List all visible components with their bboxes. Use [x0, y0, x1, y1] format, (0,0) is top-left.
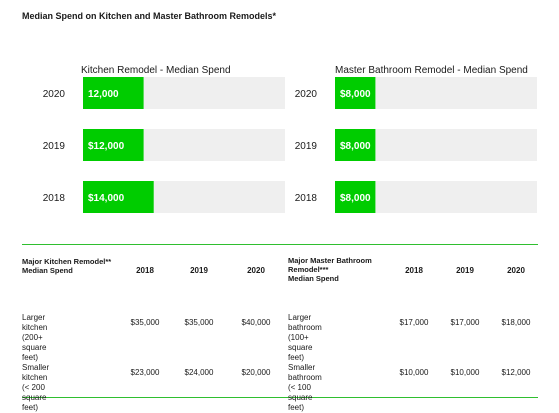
kitchen-table-header: Major Kitchen Remodel** Median Spend: [22, 257, 132, 275]
y-tick-label: 2019: [43, 141, 66, 152]
bar: [335, 77, 376, 109]
bar: [83, 181, 154, 213]
row-label-line: Smaller kitchen: [22, 363, 50, 382]
bathroom-header-line: Remodel***: [288, 265, 329, 274]
row-label-line: (200+ square feet): [22, 333, 47, 362]
page-title: Median Spend on Kitchen and Master Bathr…: [22, 11, 277, 21]
table-bottom-rule: [22, 397, 538, 398]
row-label-line: (< 100 square feet): [288, 383, 313, 412]
row-label-line: Smaller bathroom: [288, 363, 322, 382]
bathroom-header-line: Median Spend: [288, 274, 339, 283]
bathroom-year-header: 2019: [456, 266, 474, 275]
table-cell: $10,000: [450, 368, 480, 377]
chart-title: Kitchen Remodel - Median Spend: [81, 65, 231, 76]
row-label-line: Larger kitchen: [22, 313, 48, 332]
y-tick-label: 2020: [295, 89, 318, 100]
bar: [83, 77, 144, 109]
bathroom-year-header: 2020: [507, 266, 525, 275]
bathroom-year-header: 2018: [405, 266, 423, 275]
table-cell: $10,000: [399, 368, 429, 377]
y-tick-label: 2018: [295, 193, 318, 204]
bathroom-header-line: Major Master Bathroom: [288, 256, 372, 265]
table-cell: $12,000: [501, 368, 531, 377]
table-cell: $35,000: [184, 318, 214, 327]
bar-charts: Kitchen Remodel - Median Spend 2020 12,000…: [43, 65, 537, 213]
bar: [83, 129, 144, 161]
chart-title: Master Bathroom Remodel - Median Spend: [335, 65, 528, 76]
kitchen-header-line: Major Kitchen Remodel**: [22, 257, 112, 266]
table-row-label: Larger bathroom (100+ square feet): [288, 313, 322, 363]
table-top-rule: [22, 244, 538, 245]
data-label: $12,000: [88, 141, 125, 152]
y-tick-label: 2020: [43, 89, 66, 100]
y-tick-label: 2018: [43, 193, 66, 204]
table-cell: $17,000: [399, 318, 429, 327]
table-cell: $23,000: [130, 368, 160, 377]
table-cell: $40,000: [241, 318, 271, 327]
table-row-label: Larger kitchen (200+ square feet): [22, 313, 47, 363]
bar: [335, 181, 376, 213]
bathroom-table-header: Major Master Bathroom Remodel*** Median …: [288, 256, 398, 283]
data-label: 12,000: [88, 89, 119, 100]
bar: [335, 129, 376, 161]
kitchen-header-line: Median Spend: [22, 266, 73, 275]
table-cell: $17,000: [450, 318, 480, 327]
data-label: $8,000: [340, 89, 371, 100]
data-label: $8,000: [340, 141, 371, 152]
table-cell: $18,000: [501, 318, 531, 327]
row-label-line: (< 200 square feet): [22, 383, 47, 412]
y-tick-label: 2019: [295, 141, 318, 152]
row-label-line: (100+ square feet): [288, 333, 313, 362]
table-row-label: Smaller bathroom (< 100 square feet): [288, 363, 322, 413]
row-label-line: Larger bathroom: [288, 313, 322, 332]
kitchen-year-header: 2018: [136, 266, 154, 275]
table-cell: $20,000: [241, 368, 271, 377]
table-cell: $24,000: [184, 368, 214, 377]
kitchen-year-header: 2019: [190, 266, 208, 275]
data-label: $8,000: [340, 193, 371, 204]
kitchen-year-header: 2020: [247, 266, 265, 275]
table-cell: $35,000: [130, 318, 160, 327]
table-row-label: Smaller kitchen (< 200 square feet): [22, 363, 49, 413]
data-label: $14,000: [88, 193, 125, 204]
